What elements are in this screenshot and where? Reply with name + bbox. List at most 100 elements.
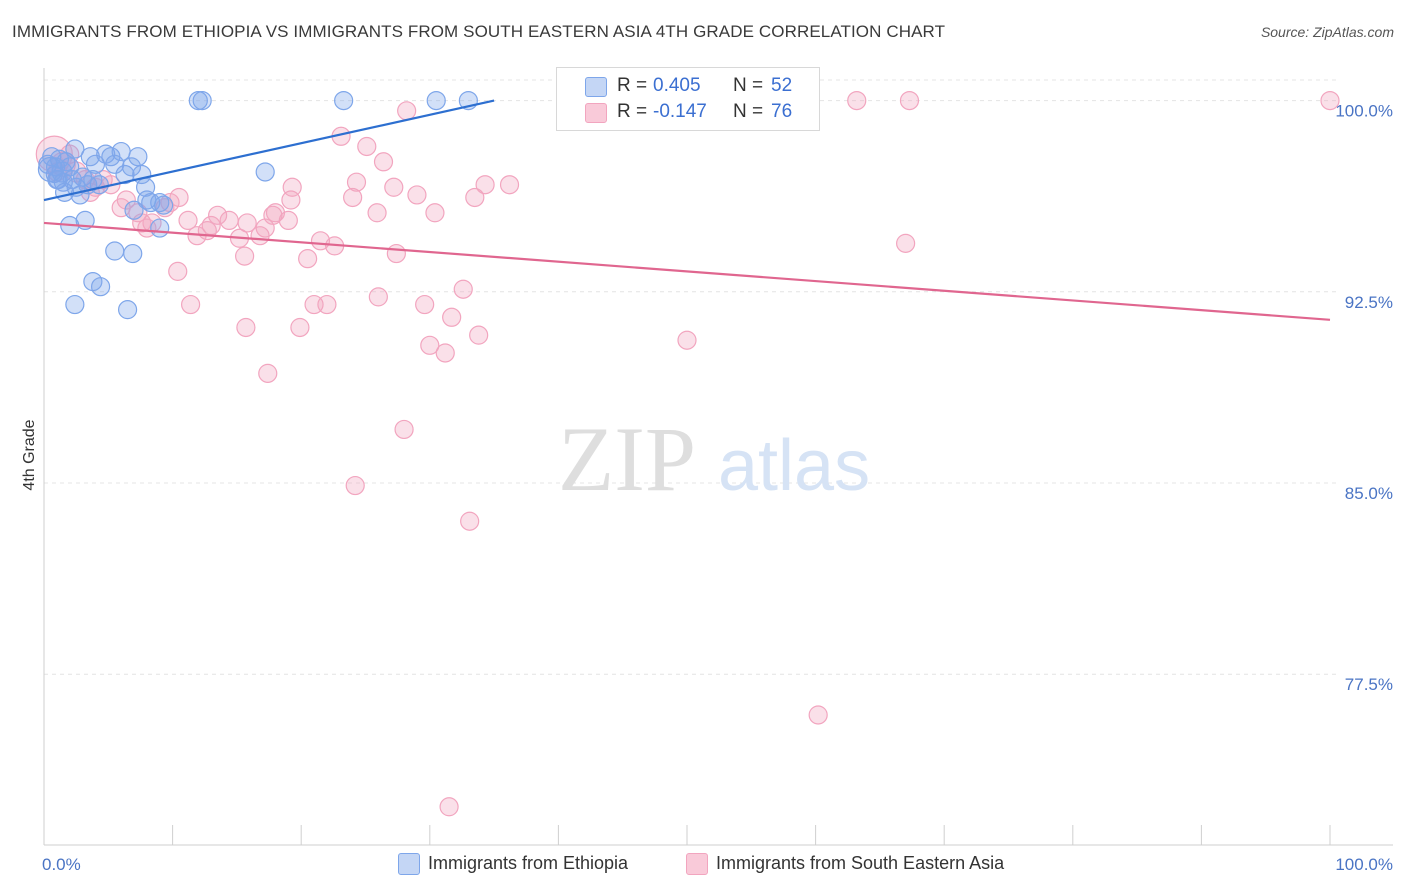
x-tick-label-max: 100.0% bbox=[1335, 855, 1393, 874]
point-south-eastern-asia bbox=[345, 475, 365, 496]
point-ethiopia bbox=[111, 141, 131, 162]
point-ethiopia bbox=[38, 154, 58, 174]
bottom-legend-label-ethiopia: Immigrants from Ethiopia bbox=[428, 853, 629, 873]
point-south-eastern-asia bbox=[1320, 90, 1340, 111]
point-south-eastern-asia bbox=[357, 136, 377, 157]
point-south-eastern-asia bbox=[258, 363, 278, 383]
point-ethiopia bbox=[48, 170, 68, 190]
point-ethiopia bbox=[150, 218, 170, 238]
point-ethiopia bbox=[128, 147, 148, 167]
point-south-eastern-asia bbox=[499, 175, 520, 195]
point-ethiopia bbox=[85, 154, 106, 174]
trend-line-ethiopia bbox=[43, 99, 495, 202]
point-ethiopia bbox=[123, 243, 143, 264]
point-south-eastern-asia bbox=[236, 317, 256, 338]
point-south-eastern-asia bbox=[439, 797, 459, 817]
point-south-eastern-asia bbox=[201, 215, 221, 236]
point-south-eastern-asia bbox=[453, 279, 473, 299]
point-south-eastern-asia bbox=[265, 203, 286, 223]
y-tick-label: 77.5% bbox=[1345, 675, 1393, 694]
point-south-eastern-asia bbox=[425, 203, 445, 223]
y-axis-title: 4th Grade bbox=[21, 419, 38, 490]
point-south-eastern-asia bbox=[181, 294, 201, 315]
point-south-eastern-asia bbox=[367, 203, 387, 223]
point-south-eastern-asia bbox=[397, 101, 417, 121]
grid-lines bbox=[44, 79, 1340, 675]
point-south-eastern-asia bbox=[219, 210, 239, 231]
point-ethiopia bbox=[89, 175, 109, 195]
legend-row-ethiopia: R = 0.405 N = 52 bbox=[557, 75, 819, 99]
point-ethiopia bbox=[90, 277, 111, 297]
watermark-atlas: atlas bbox=[718, 426, 870, 506]
legend-n-value-south-eastern-asia: 76 bbox=[771, 101, 793, 122]
point-ethiopia bbox=[255, 162, 275, 182]
point-south-eastern-asia bbox=[899, 90, 920, 111]
point-ethiopia bbox=[192, 90, 212, 111]
point-ethiopia bbox=[153, 195, 174, 215]
point-south-eastern-asia bbox=[442, 307, 462, 327]
point-south-eastern-asia bbox=[373, 152, 394, 172]
point-south-eastern-asia bbox=[384, 177, 404, 197]
x-tick-labels: 0.0% 100.0% bbox=[42, 855, 1393, 874]
point-south-eastern-asia bbox=[407, 185, 427, 205]
point-south-eastern-asia bbox=[168, 261, 188, 281]
point-south-eastern-asia bbox=[368, 287, 388, 307]
bottom-legend-swatch-south-eastern-asia bbox=[686, 853, 708, 875]
point-south-eastern-asia bbox=[343, 187, 363, 208]
point-south-eastern-asia bbox=[116, 190, 136, 210]
point-ethiopia bbox=[426, 90, 446, 111]
watermark-zip: ZIP bbox=[558, 408, 696, 510]
y-tick-labels: 100.0% 92.5% 85.0% 77.5% bbox=[1335, 102, 1393, 695]
legend-r-value-ethiopia: 0.405 bbox=[653, 75, 701, 96]
point-south-eastern-asia bbox=[346, 172, 367, 192]
point-south-eastern-asia bbox=[394, 419, 414, 440]
point-south-eastern-asia bbox=[169, 187, 189, 208]
legend-row-south-eastern-asia: R = -0.147 N = 76 bbox=[557, 101, 819, 125]
point-south-eastern-asia bbox=[208, 205, 228, 225]
point-ethiopia bbox=[121, 157, 142, 177]
trend-line-south-eastern-asia bbox=[43, 221, 1331, 321]
legend-swatch-south-eastern-asia bbox=[585, 103, 607, 123]
point-south-eastern-asia bbox=[282, 177, 302, 197]
point-south-eastern-asia bbox=[896, 233, 916, 253]
series-ethiopia-points bbox=[37, 90, 478, 320]
chart-source: Source: ZipAtlas.com bbox=[1260, 24, 1394, 40]
point-south-eastern-asia bbox=[237, 213, 257, 233]
point-ethiopia bbox=[117, 300, 138, 320]
point-south-eastern-asia bbox=[460, 511, 480, 531]
point-ethiopia bbox=[105, 241, 125, 261]
correlation-legend: R = 0.405 N = 52 R = -0.147 N = 76 bbox=[556, 67, 820, 131]
legend-n-label: N = bbox=[733, 101, 764, 122]
point-south-eastern-asia bbox=[290, 317, 310, 338]
point-south-eastern-asia bbox=[386, 243, 406, 264]
point-south-eastern-asia bbox=[298, 249, 318, 269]
y-tick-label: 85.0% bbox=[1345, 484, 1393, 503]
bottom-legend-label-south-eastern-asia: Immigrants from South Eastern Asia bbox=[716, 853, 1005, 873]
point-ethiopia bbox=[65, 294, 85, 315]
x-tick-label-min: 0.0% bbox=[42, 855, 81, 874]
legend-n-value-ethiopia: 52 bbox=[771, 75, 793, 96]
point-south-eastern-asia bbox=[263, 205, 283, 225]
legend-r-value-south-eastern-asia: -0.147 bbox=[653, 101, 707, 122]
point-south-eastern-asia bbox=[420, 335, 440, 355]
point-ethiopia bbox=[65, 139, 85, 159]
axes bbox=[43, 68, 1393, 846]
point-ethiopia bbox=[115, 164, 135, 185]
legend-r-label: R = bbox=[617, 75, 648, 96]
point-south-eastern-asia bbox=[465, 187, 485, 208]
bottom-legend-swatch-ethiopia bbox=[398, 853, 420, 875]
point-south-eastern-asia bbox=[475, 175, 495, 195]
point-south-eastern-asia bbox=[435, 343, 455, 363]
point-south-eastern-asia bbox=[677, 330, 697, 350]
trend-lines bbox=[43, 99, 1331, 321]
point-ethiopia bbox=[137, 190, 157, 210]
point-south-eastern-asia bbox=[808, 705, 828, 725]
point-south-eastern-asia bbox=[178, 210, 198, 231]
legend-r-label: R = bbox=[617, 101, 648, 122]
legend-n-label: N = bbox=[733, 75, 764, 96]
point-ethiopia bbox=[334, 90, 354, 111]
y-tick-label: 100.0% bbox=[1335, 102, 1393, 121]
chart-title: IMMIGRANTS FROM ETHIOPIA VS IMMIGRANTS F… bbox=[12, 22, 946, 41]
point-ethiopia bbox=[124, 200, 144, 220]
